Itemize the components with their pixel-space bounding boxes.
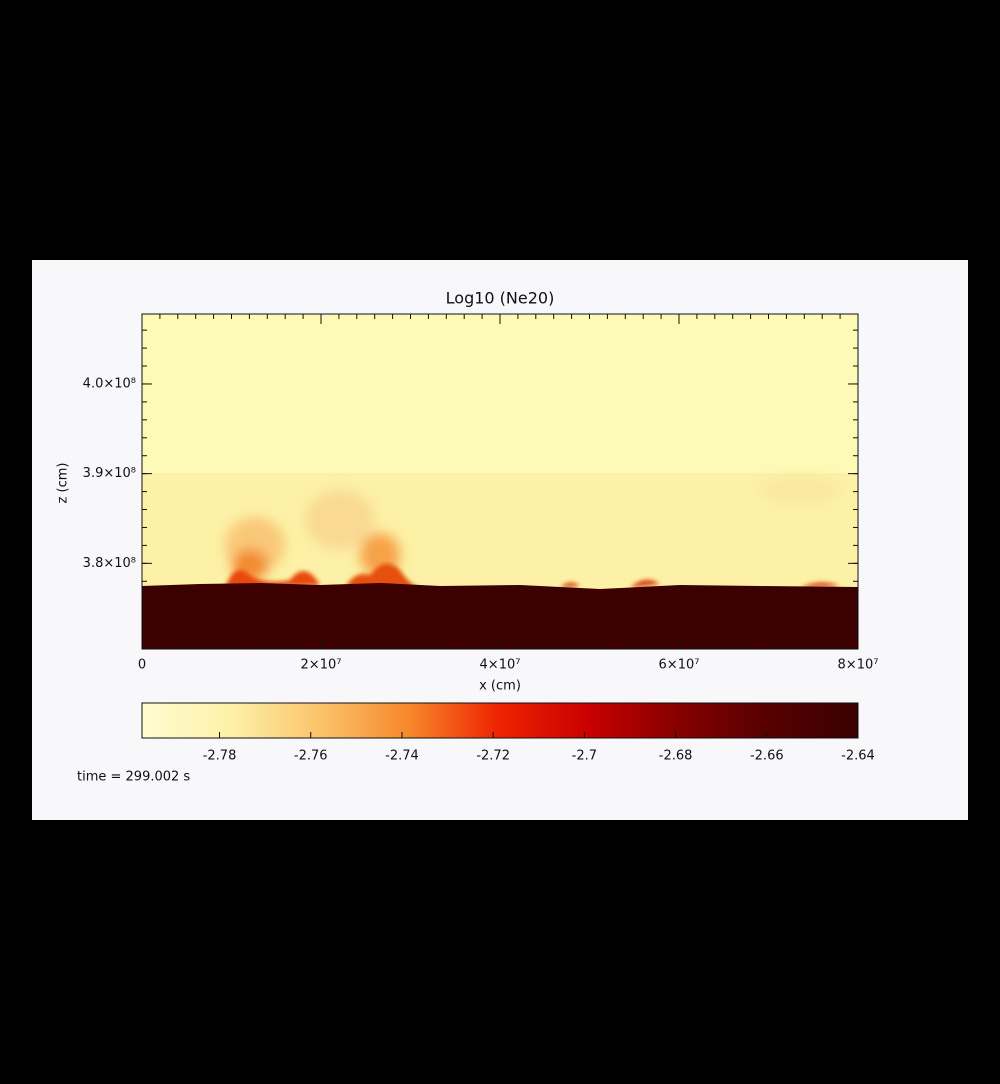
colorbar xyxy=(141,702,859,739)
colorbar-tick-label: -2.7 xyxy=(572,749,597,764)
colorbar-tick-label: -2.72 xyxy=(476,749,510,764)
y-tick-label: 3.9×10⁸ xyxy=(83,466,136,481)
colorbar-tick-label: -2.66 xyxy=(750,749,784,764)
x-axis-label: x (cm) xyxy=(479,679,521,694)
x-tick-label: 6×10⁷ xyxy=(659,658,700,673)
x-tick-label: 4×10⁷ xyxy=(480,658,521,673)
y-tick-label: 3.8×10⁸ xyxy=(83,556,136,571)
heatmap-image xyxy=(142,314,858,649)
chart-title: Log10 (Ne20) xyxy=(446,289,555,308)
x-tick-label: 0 xyxy=(138,658,146,673)
colorbar-tick-label: -2.64 xyxy=(841,749,875,764)
x-tick-label: 8×10⁷ xyxy=(838,658,879,673)
y-tick-label: 4.0×10⁸ xyxy=(83,376,136,391)
colorbar-tick-label: -2.74 xyxy=(385,749,419,764)
colorbar-tick-label: -2.68 xyxy=(659,749,693,764)
time-annotation: time = 299.002 s xyxy=(77,770,190,785)
colorbar-tick-label: -2.76 xyxy=(294,749,328,764)
x-tick-label: 2×10⁷ xyxy=(301,658,342,673)
y-axis-label: z (cm) xyxy=(56,463,71,504)
colorbar-tick-label: -2.78 xyxy=(203,749,237,764)
